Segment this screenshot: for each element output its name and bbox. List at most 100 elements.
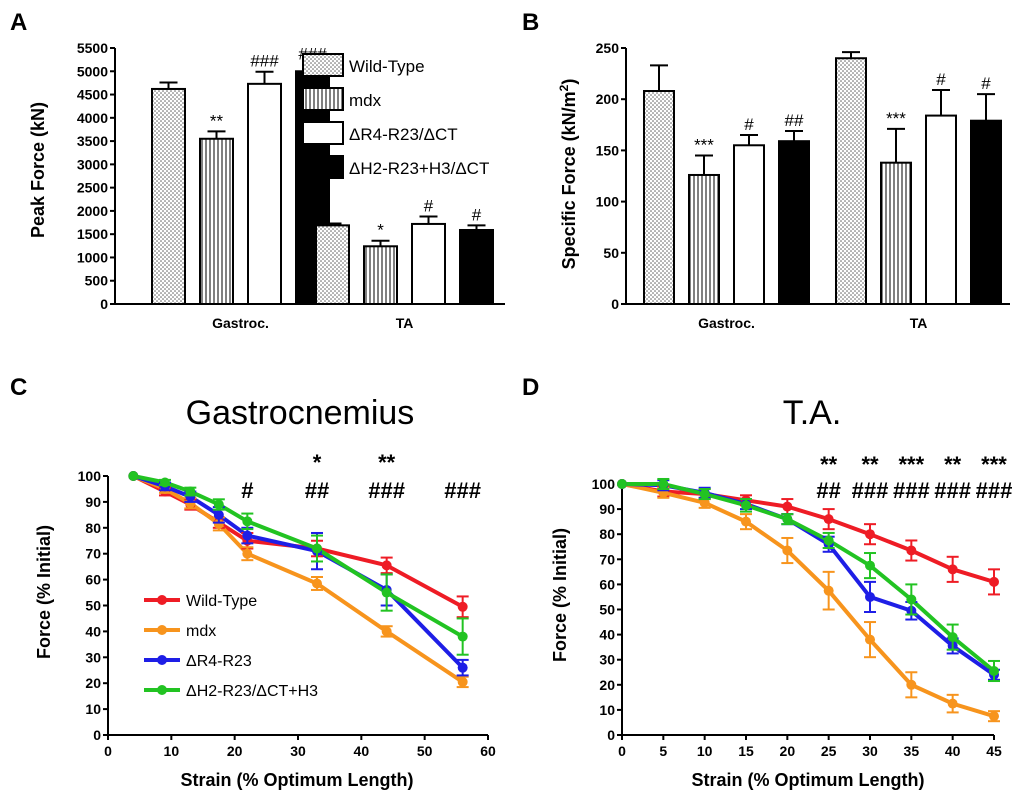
panel-b-y-ticks: 0 50 100 150 200 250 (596, 40, 626, 312)
panel-d-data-point (989, 711, 999, 722)
panel-d-plot: 0 10 20 30 40 50 60 70 80 90 100 0 5 10 15 20 25 30 35 40 45… (592, 452, 1013, 759)
panel-a-y-tick-label: 3000 (77, 156, 108, 172)
panel-c-annotation-top: * (313, 450, 322, 475)
panel-b-y-tick-label: 100 (596, 194, 620, 210)
panel-d-annotation-bottom: ### (893, 478, 930, 503)
panel-d-data-point (947, 698, 958, 709)
panel-d-y-tick-label: 20 (599, 677, 615, 693)
panel-d-annotation-top: *** (981, 452, 1007, 477)
panel-c-legend-marker (157, 625, 167, 635)
panel-a-y-tick-label: 5000 (77, 63, 108, 79)
panel-c-legend-label: mdx (186, 623, 216, 640)
panel-d-data-point (947, 632, 958, 643)
panel-b-bar-chart: Specific Force (kN/m2) 0 50 100 150 200 250 *… (557, 40, 1010, 331)
panel-a-bar (247, 82, 282, 305)
panel-a-y-ticks: 0 500 1000 1500 2000 2500 3000 3500 4000 4500 5000… (77, 40, 115, 312)
panel-a-axes (114, 48, 505, 305)
panel-b-y-tick-label: 50 (603, 245, 619, 261)
panel-b-bar (835, 57, 867, 305)
panel-d-annotation-top: ** (861, 452, 879, 477)
panel-c-legend-label: ΔH2-R23/ΔCT+H3 (186, 683, 318, 700)
panel-b-bar (880, 161, 912, 305)
panel-d-annotation-top: ** (820, 452, 838, 477)
panel-a-y-tick-label: 4000 (77, 110, 108, 126)
panel-c-annotation-bottom: ### (444, 478, 481, 503)
panel-c-x-tick-label: 10 (164, 743, 180, 759)
panel-c-data-point (312, 543, 322, 554)
panel-d-y-tick-label: 80 (599, 526, 615, 542)
panel-a-y-tick-label: 1500 (77, 226, 108, 242)
panel-c-data-point (457, 601, 468, 612)
panel-d-data-point (823, 585, 834, 596)
panel-d-y-tick-label: 90 (599, 501, 615, 517)
panel-a-y-tick-label: 4500 (77, 87, 108, 103)
panel-a-y-axis-title: Peak Force (kN) (28, 102, 48, 238)
panel-d-y-tick-label: 40 (599, 627, 615, 643)
panel-d-x-tick-label: 0 (618, 743, 626, 759)
panel-a-category-label: TA (396, 315, 414, 331)
panel-a-legend-label: mdx (349, 91, 382, 110)
panel-b-bar (970, 119, 1002, 306)
panel-a-bar (411, 222, 446, 305)
panel-d-data-point (865, 529, 875, 540)
panel-c-annotation-bottom: # (241, 478, 253, 503)
panel-c-data-point (381, 587, 392, 598)
panel-d-data-point (947, 564, 958, 575)
panel-d-y-tick-label: 100 (592, 476, 616, 492)
panel-b-bars: ***# ##Gastroc.***# #TA (643, 51, 1002, 331)
panel-b-significance-label: # (981, 74, 991, 93)
panel-c-annotation-bottom: ## (305, 478, 329, 503)
panel-c-annotation-bottom: ### (368, 478, 405, 503)
panel-b-bar (778, 140, 810, 305)
panel-d-data-point (617, 479, 627, 489)
panel-c-y-tick-label: 10 (85, 701, 101, 717)
panel-d-annotation-top: *** (898, 452, 924, 477)
panel-a-bar (199, 137, 234, 305)
panel-b-y-axis-title-main: Specific Force (kN/m (559, 91, 579, 269)
panel-b-y-tick-label: 250 (596, 40, 620, 56)
panel-a-y-tick-label: 3500 (77, 133, 108, 149)
panel-a-significance-label: * (377, 221, 384, 240)
panel-d-x-tick-label: 45 (986, 743, 1002, 759)
panel-d-title: T.A. (783, 394, 842, 432)
panel-a-category-label: Gastroc. (212, 315, 269, 331)
panel-c-line-chart: Gastrocnemius Force (% Initial) Strain (… (34, 394, 496, 790)
panel-d-data-point (782, 501, 793, 512)
panel-d-x-tick-label: 15 (738, 743, 754, 759)
panel-b-significance-label: *** (694, 136, 714, 155)
panel-a-legend-label: Wild-Type (349, 57, 425, 76)
panel-d-data-point (741, 516, 751, 527)
panel-b-bar (688, 173, 720, 305)
panel-d-x-axis-title: Strain (% Optimum Length) (692, 770, 925, 790)
panel-c-y-tick-label: 30 (85, 649, 101, 665)
panel-b-category-label: Gastroc. (698, 315, 755, 331)
panel-c-data-point (213, 499, 224, 510)
panel-a-legend: Wild-Type mdx ΔR4-R23/ΔCT ΔH2-R23+H3/ΔCT (302, 53, 489, 179)
panel-a-bar (363, 245, 398, 305)
panel-b-bar (925, 114, 957, 305)
panel-c-data-point (312, 578, 322, 589)
panel-c-x-axis-title: Strain (% Optimum Length) (181, 770, 414, 790)
panel-d-x-tick-label: 40 (945, 743, 961, 759)
panel-d-data-point (699, 497, 710, 508)
panel-a-y-tick-label: 2500 (77, 180, 108, 196)
panel-a-y-tick-label: 1000 (77, 249, 108, 265)
panel-c-legend-label: Wild-Type (186, 593, 257, 610)
panel-a-bar-chart: Peak Force (kN) 0 500 1000 1500 2000 2500 3000… (28, 40, 505, 331)
panel-d-y-tick-label: 0 (607, 727, 615, 743)
panel-d-data-point (782, 545, 793, 556)
panel-letter-b: B (522, 9, 539, 36)
panel-d-y-tick-label: 70 (599, 551, 615, 567)
panel-a-legend-swatch (302, 121, 344, 145)
panel-d-series-line (622, 482, 996, 673)
panel-d-data-point (823, 514, 834, 525)
panel-c-x-tick-label: 50 (417, 743, 433, 759)
panel-d-y-tick-label: 10 (599, 702, 615, 718)
panel-a-significance-label: # (424, 196, 434, 215)
panel-c-data-point (242, 516, 253, 527)
panel-b-y-tick-label: 0 (611, 296, 619, 312)
panel-c-data-point (242, 548, 253, 559)
panel-d-data-point (906, 545, 917, 556)
panel-c-data-point (457, 631, 468, 642)
panel-c-y-tick-label: 40 (85, 623, 101, 639)
